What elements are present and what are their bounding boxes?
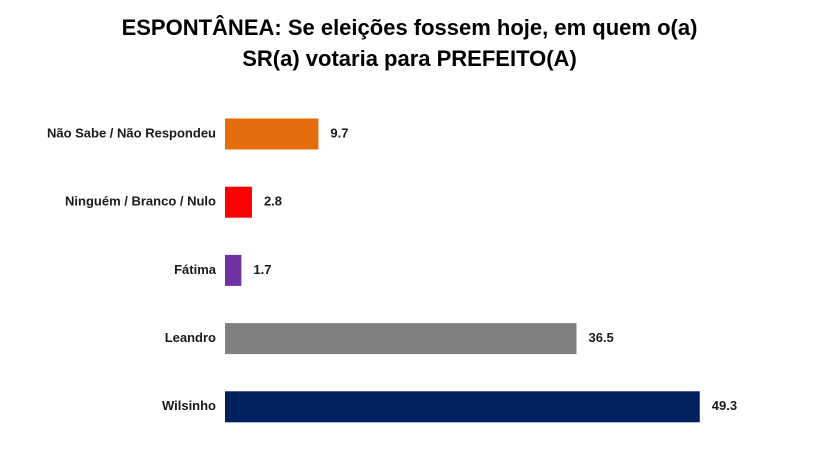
value-label: 36.5: [588, 330, 613, 345]
category-label: Leandro: [165, 330, 216, 345]
bar: [225, 118, 319, 150]
category-label: Wilsinho: [162, 398, 216, 413]
value-label: 2.8: [264, 194, 282, 209]
chart-title-line-2: SR(a) votaria para PREFEITO(A): [242, 46, 577, 71]
bar: [225, 391, 700, 423]
category-label: Ninguém / Branco / Nulo: [65, 194, 216, 209]
category-label: Não Sabe / Não Respondeu: [47, 125, 216, 140]
chart-title-line-1: ESPONTÂNEA: Se eleições fossem hoje, em …: [121, 15, 698, 40]
bar: [225, 323, 577, 355]
value-label: 1.7: [253, 262, 271, 277]
bar: [225, 186, 252, 218]
value-label: 49.3: [712, 398, 737, 413]
category-label: Fátima: [174, 262, 217, 277]
value-label: 9.7: [330, 125, 348, 140]
chart-title: ESPONTÂNEA: Se eleições fossem hoje, em …: [0, 12, 819, 74]
bar: [225, 254, 242, 286]
